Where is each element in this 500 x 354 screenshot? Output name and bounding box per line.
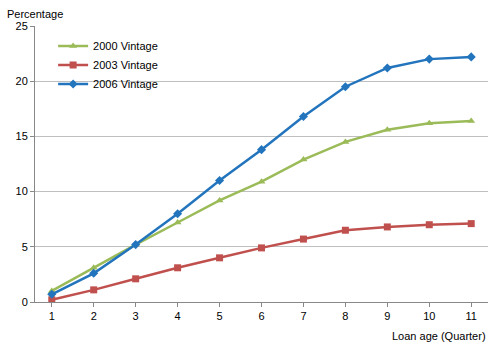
svg-text:25: 25 xyxy=(16,20,28,32)
svg-text:1: 1 xyxy=(49,310,55,322)
svg-text:2: 2 xyxy=(91,310,97,322)
svg-text:5: 5 xyxy=(216,310,222,322)
svg-text:20: 20 xyxy=(16,75,28,87)
svg-text:2003 Vintage: 2003 Vintage xyxy=(93,59,158,71)
svg-text:9: 9 xyxy=(384,310,390,322)
svg-text:6: 6 xyxy=(258,310,264,322)
svg-text:15: 15 xyxy=(16,130,28,142)
svg-text:10: 10 xyxy=(16,185,28,197)
svg-text:2006 Vintage: 2006 Vintage xyxy=(93,78,158,90)
svg-text:10: 10 xyxy=(423,310,435,322)
svg-text:7: 7 xyxy=(300,310,306,322)
svg-text:3: 3 xyxy=(133,310,139,322)
svg-text:4: 4 xyxy=(175,310,181,322)
svg-text:Loan age (Quarter): Loan age (Quarter) xyxy=(392,330,486,342)
svg-text:0: 0 xyxy=(22,296,28,308)
svg-text:11: 11 xyxy=(466,310,477,322)
svg-text:8: 8 xyxy=(342,310,348,322)
svg-text:Percentage: Percentage xyxy=(7,8,63,20)
svg-text:5: 5 xyxy=(22,241,28,253)
svg-text:2000 Vintage: 2000 Vintage xyxy=(93,40,158,52)
